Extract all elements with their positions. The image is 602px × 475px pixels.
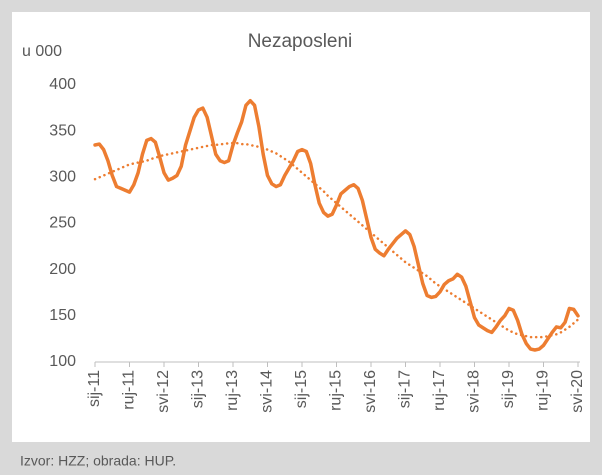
x-tick-label: sij-13 [190, 370, 207, 408]
x-tick-label: svi-18 [466, 370, 483, 413]
x-tick-label: sij-17 [397, 370, 414, 408]
x-tick-label: ruj-17 [431, 370, 448, 411]
chart-title: Nezaposleni [248, 31, 353, 52]
y-tick-label: 200 [49, 261, 76, 278]
x-tick-label: ruj-15 [328, 370, 345, 411]
y-tick-label: 350 [49, 122, 76, 139]
data-line [93, 98, 580, 352]
y-axis-label: u 000 [22, 43, 62, 60]
x-tick-label: svi-20 [569, 370, 586, 413]
x-tick-label: ruj-19 [535, 370, 552, 411]
x-tick-label: sij-11 [86, 370, 103, 407]
trend-line [93, 141, 580, 339]
x-tick-label: ruj-13 [224, 370, 241, 411]
x-tick-label: sij-19 [500, 370, 517, 408]
plot-panel [12, 12, 590, 442]
x-tick-label: sij-15 [293, 370, 310, 408]
x-tick-label: svi-14 [259, 370, 276, 413]
y-tick-label: 400 [49, 76, 76, 93]
x-tick-label: svi-16 [362, 370, 379, 413]
y-tick-label: 100 [49, 353, 76, 370]
x-tick-label: ruj-11 [121, 370, 138, 410]
source: Izvor: HZZ; obrada: HUP. [20, 453, 176, 469]
y-tick-label: 150 [49, 307, 76, 324]
y-tick-label: 300 [49, 169, 76, 186]
x-tick-label: svi-12 [155, 370, 172, 413]
y-tick-label: 250 [49, 215, 76, 232]
